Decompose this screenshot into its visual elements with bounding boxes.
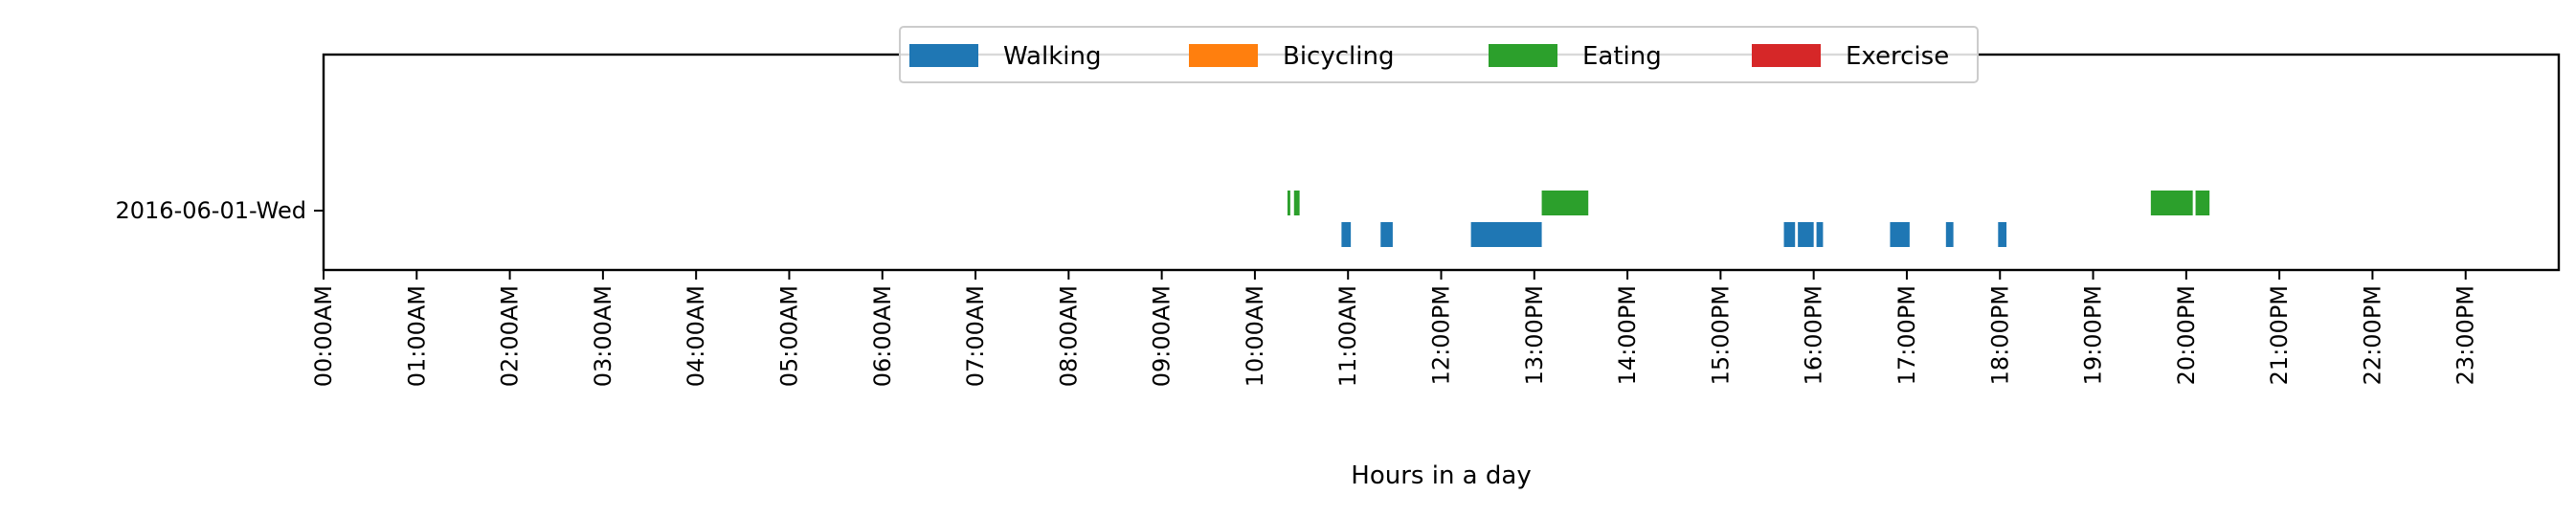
x-tick-label: 09:00AM (1149, 285, 1176, 387)
legend-label-bicycling: Bicycling (1283, 42, 1394, 71)
x-axis: 00:00AM 01:00AM 02:00AM 03:00AM 04:00AM 05:00… (310, 270, 2479, 387)
x-tick-label: 15:00PM (1707, 285, 1734, 385)
bar-eating-0 (1287, 191, 1290, 215)
bar-eating-2 (1541, 191, 1589, 215)
bar-walking-2 (1470, 222, 1542, 247)
bar-walking-5 (1816, 222, 1824, 247)
x-tick-label: 20:00PM (2173, 285, 2200, 385)
plot-frame (322, 53, 2561, 272)
x-tick-label: 12:00PM (1428, 285, 1455, 385)
legend-swatch-walking (909, 44, 978, 67)
y-axis: 2016-06-01-Wed (116, 197, 324, 224)
x-tick-label: 00:00AM (310, 285, 337, 387)
bar-walking-3 (1783, 222, 1796, 247)
x-tick-label: 23:00PM (2453, 285, 2479, 385)
x-tick-label: 18:00PM (1986, 285, 2013, 385)
legend: Walking Bicycling Eating Exercise (899, 26, 1979, 83)
x-tick-label: 05:00AM (775, 285, 802, 387)
x-tick-label: 17:00PM (1893, 285, 1920, 385)
x-tick-label: 22:00PM (2359, 285, 2386, 385)
bar-walking-1 (1380, 222, 1393, 247)
x-tick-label: 21:00PM (2266, 285, 2293, 385)
x-tick-label: 07:00AM (962, 285, 989, 387)
x-axis-label: Hours in a day (1351, 461, 1531, 490)
x-tick-label: 10:00AM (1242, 285, 1268, 387)
bar-eating-1 (1293, 191, 1300, 215)
bar-walking-6 (1890, 222, 1910, 247)
legend-label-eating: Eating (1582, 42, 1662, 71)
legend-swatch-bicycling (1189, 44, 1258, 67)
bar-walking-4 (1798, 222, 1814, 247)
bar-walking-7 (1945, 222, 1954, 247)
legend-swatch-eating (1489, 44, 1557, 67)
bar-walking-8 (1998, 222, 2007, 247)
x-tick-label: 14:00PM (1614, 285, 1641, 385)
x-tick-label: 19:00PM (2080, 285, 2107, 385)
x-tick-label: 16:00PM (1801, 285, 1827, 385)
legend-swatch-exercise (1752, 44, 1821, 67)
plot-area (322, 53, 2561, 272)
legend-label-walking: Walking (1003, 42, 1101, 71)
x-tick-label: 02:00AM (497, 285, 524, 387)
x-tick-label: 11:00AM (1334, 285, 1361, 387)
legend-label-exercise: Exercise (1846, 42, 1949, 71)
bar-walking-0 (1341, 222, 1352, 247)
bar-eating-3 (2150, 191, 2193, 215)
x-tick-label: 04:00AM (683, 285, 709, 387)
x-tick-label: 06:00AM (869, 285, 896, 387)
y-tick-label: 2016-06-01-Wed (116, 197, 307, 224)
x-tick-label: 13:00PM (1521, 285, 1548, 385)
x-tick-label: 01:00AM (403, 285, 430, 387)
x-tick-label: 08:00AM (1055, 285, 1082, 387)
legend-box (899, 26, 1979, 83)
x-tick-label: 03:00AM (590, 285, 616, 387)
bar-eating-4 (2195, 191, 2210, 215)
